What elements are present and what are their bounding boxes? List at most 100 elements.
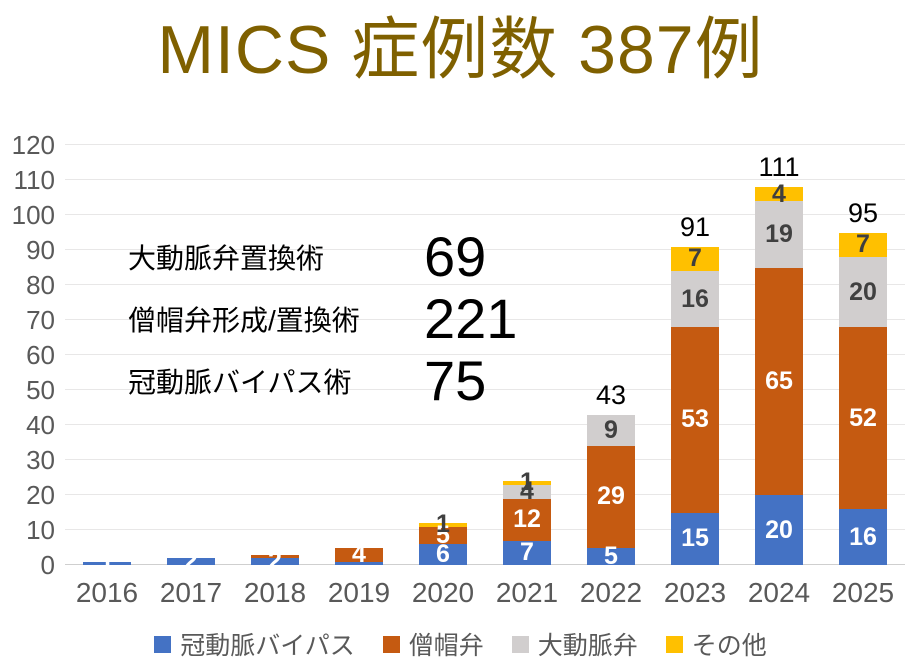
bar-segment-冠動脈バイパス: 2 bbox=[251, 549, 299, 574]
segment-label: 52 bbox=[849, 403, 877, 432]
gridline bbox=[65, 319, 905, 320]
y-axis-label: 100 bbox=[11, 200, 55, 230]
gridline bbox=[65, 214, 905, 215]
y-axis-label: 30 bbox=[26, 445, 55, 475]
segment-label: 20 bbox=[765, 515, 793, 544]
y-axis-label: 10 bbox=[26, 515, 55, 545]
x-axis-label-2018: 2018 bbox=[243, 577, 307, 608]
y-axis-label: 0 bbox=[40, 550, 55, 580]
segment-label: 1 bbox=[100, 548, 114, 577]
bar-segment-冠動脈バイパス: 5 bbox=[587, 543, 635, 568]
segment-label: 20 bbox=[849, 277, 877, 306]
total-label-2023: 91 bbox=[679, 211, 711, 242]
chart-title: MICS 症例数 387例 bbox=[157, 12, 764, 88]
segment-label: 4 bbox=[520, 477, 534, 505]
bar-segment-その他: 7 bbox=[671, 244, 719, 273]
segment-label: 7 bbox=[688, 244, 702, 273]
y-axis-label: 70 bbox=[26, 305, 55, 335]
segment-label: 16 bbox=[681, 284, 709, 313]
segment-label: 53 bbox=[681, 405, 709, 434]
legend-label: 大動脈弁 bbox=[537, 632, 638, 660]
bar-segment-その他: 1 bbox=[419, 512, 467, 537]
bar-2025: 16 52 20 7 bbox=[839, 232, 887, 565]
legend-swatch-icon bbox=[154, 635, 172, 653]
legend-item-冠動脈バイパス: 冠動脈バイパス bbox=[154, 626, 355, 662]
x-axis-label-2016: 2016 bbox=[75, 577, 139, 608]
y-axis-label: 50 bbox=[26, 375, 55, 405]
gridline bbox=[65, 144, 905, 145]
legend-item-大動脈弁: 大動脈弁 bbox=[511, 626, 638, 662]
segment-label: 15 bbox=[681, 524, 709, 553]
bar-segment-僧帽弁 bbox=[251, 554, 299, 558]
legend-swatch-icon bbox=[511, 635, 529, 653]
segment-label: 12 bbox=[513, 505, 541, 533]
segment-label: 2 bbox=[268, 547, 282, 575]
segment-label: 29 bbox=[597, 482, 625, 511]
y-axis-label: 80 bbox=[26, 270, 55, 300]
bar-segment-僧帽弁: 5 bbox=[419, 522, 467, 547]
gridline bbox=[65, 494, 905, 495]
bar-2023: 15 53 16 7 bbox=[671, 244, 719, 565]
bar-2024: 20 65 19 4 bbox=[755, 181, 803, 565]
y-axis-label: 90 bbox=[26, 235, 55, 265]
annotation-row-cabg: 冠動脈バイパス術 75 bbox=[128, 350, 517, 412]
gridline bbox=[65, 459, 905, 460]
bar-segment-僧帽弁: 53 bbox=[671, 327, 719, 513]
segment-label: 6 bbox=[436, 540, 450, 568]
annotation-label-mitral: 僧帽弁形成/置換術 bbox=[128, 305, 360, 336]
x-axis-label-2021: 2021 bbox=[495, 577, 559, 608]
bar-segment-僧帽弁: 4 bbox=[335, 542, 383, 567]
legend-label: 僧帽弁 bbox=[408, 632, 484, 660]
segment-label: 2 bbox=[184, 547, 198, 575]
legend: 冠動脈バイパス 僧帽弁 大動脈弁 その他 bbox=[0, 626, 921, 662]
annotation-label-cabg: 冠動脈バイパス術 bbox=[128, 367, 352, 398]
segment-label: 4 bbox=[352, 540, 366, 568]
legend-swatch-icon bbox=[382, 635, 400, 653]
bar-2019: 4 bbox=[335, 542, 383, 567]
annotation-block: 大動脈弁置換術 69 僧帽弁形成/置換術 221 冠動脈バイパス術 75 bbox=[128, 226, 517, 412]
legend-label: 冠動脈バイパス bbox=[180, 632, 355, 660]
segment-label: 65 bbox=[765, 366, 793, 395]
x-axis-label-2017: 2017 bbox=[159, 577, 223, 608]
annotation-value-cabg: 75 bbox=[424, 349, 487, 412]
annotation-row-mitral: 僧帽弁形成/置換術 221 bbox=[128, 288, 517, 350]
bar-segment-冠動脈バイパス: 20 bbox=[755, 495, 803, 565]
x-axis-label-2025: 2025 bbox=[831, 577, 895, 608]
bar-segment-大動脈弁: 9 bbox=[587, 414, 635, 446]
bar-segment-冠動脈バイパス: 15 bbox=[671, 512, 719, 565]
bar-segment-冠動脈バイパス: 2 bbox=[167, 549, 215, 574]
annotation-label-aortic: 大動脈弁置換術 bbox=[128, 243, 325, 274]
x-axis-label-2020: 2020 bbox=[411, 577, 475, 608]
x-axis-label-2019: 2019 bbox=[327, 577, 391, 608]
legend-label: その他 bbox=[691, 632, 767, 660]
gridline bbox=[65, 529, 905, 530]
total-label-2022: 43 bbox=[595, 379, 627, 410]
bar-segment-その他: 1 bbox=[503, 470, 551, 495]
bar-2018: 2 bbox=[251, 549, 299, 574]
bar-segment-僧帽弁: 65 bbox=[755, 267, 803, 495]
plot-area: 1 2 2 4 6 5 1 7 12 4 1 5 29 9 43 15 53 16 7 91 20 65 19 4 111 16 5… bbox=[65, 144, 905, 575]
x-axis-label-2022: 2022 bbox=[579, 577, 643, 608]
gridline bbox=[65, 249, 905, 250]
bar-segment-僧帽弁: 52 bbox=[839, 327, 887, 509]
segment-label: 5 bbox=[436, 520, 450, 549]
annotation-value-mitral: 221 bbox=[424, 287, 518, 350]
bar-segment-大動脈弁: 4 bbox=[503, 479, 551, 504]
y-axis-label: 110 bbox=[13, 165, 55, 195]
bar-segment-僧帽弁: 29 bbox=[587, 446, 635, 548]
bar-2021: 7 12 4 1 bbox=[503, 470, 551, 567]
segment-label: 4 bbox=[772, 179, 786, 208]
total-label-2024: 111 bbox=[758, 152, 800, 182]
bar-segment-大動脈弁: 19 bbox=[755, 201, 803, 268]
x-axis-label-2024: 2024 bbox=[747, 577, 811, 608]
gridline bbox=[65, 179, 905, 180]
x-axis-label-2023: 2023 bbox=[663, 577, 727, 608]
total-label-2025: 95 bbox=[847, 197, 879, 228]
segment-label: 7 bbox=[520, 538, 534, 567]
bar-2022: 5 29 9 bbox=[587, 414, 635, 568]
y-axis-label: 120 bbox=[11, 130, 55, 160]
gridline bbox=[65, 389, 905, 390]
segment-label: 1 bbox=[520, 468, 534, 497]
